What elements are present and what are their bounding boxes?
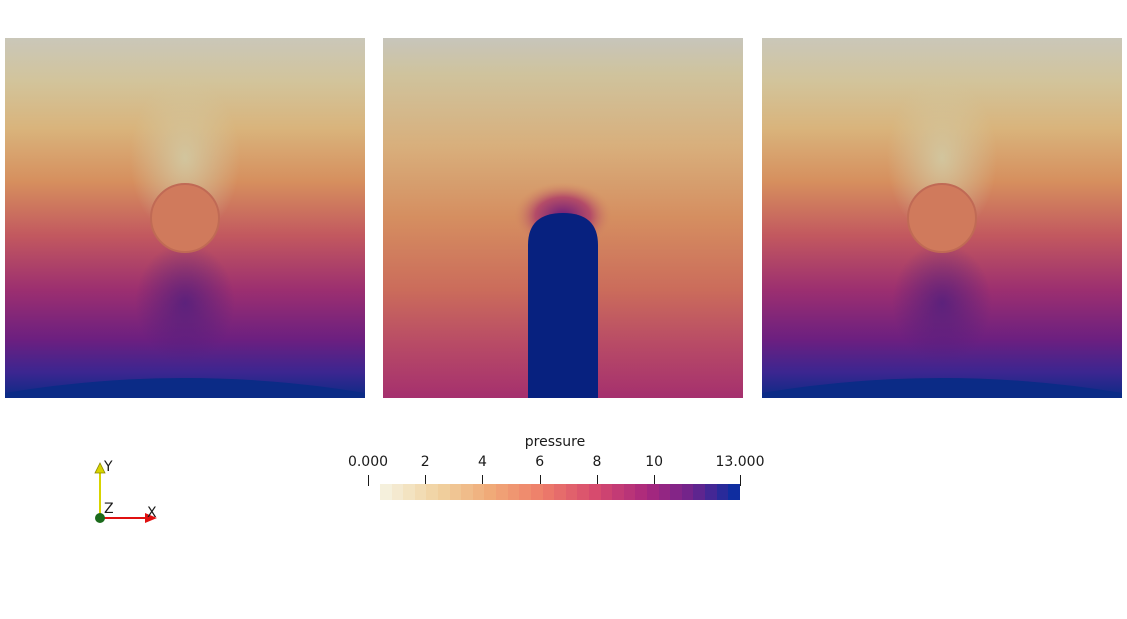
color-ramp-segment [635,484,647,500]
z-axis-label: Z [104,501,114,517]
color-ramp-segment [473,484,485,500]
color-ramp-segment [426,484,438,500]
y-axis-label: Y [104,459,113,475]
color-ramp-segment [717,484,729,500]
scalar-bar[interactable]: pressure 0.000 2 4 6 8 10 13.000 [330,432,790,512]
color-ramp-segment [450,484,462,500]
color-ramp-segment [543,484,555,500]
x-axis-label: X [147,505,157,521]
color-ramp-segment [693,484,705,500]
scalar-bar-tick [368,475,369,486]
scalar-bar-tick-label: 10 [645,454,663,470]
viewport-left[interactable] [5,38,365,398]
color-ramp-segment [728,484,740,500]
color-ramp-segment [705,484,717,500]
color-ramp-segment [682,484,694,500]
scalar-bar-tick-label: 6 [535,454,544,470]
color-ramp-segment [531,484,543,500]
color-ramp-segment [403,484,415,500]
scalar-bar-tick [740,475,741,486]
scalar-bar-tick-label: 4 [478,454,487,470]
color-ramp-segment [392,484,404,500]
color-ramp-segment [659,484,671,500]
color-ramp-segment [461,484,473,500]
color-ramp-segment [612,484,624,500]
obstacle-circle-right [908,184,976,252]
scalar-bar-tick-label: 13.000 [716,454,765,470]
viewport-middle[interactable] [383,38,743,398]
obstacle-circle-left [151,184,219,252]
color-ramp-segment [554,484,566,500]
color-ramp-segment [647,484,659,500]
obstacle-pillar [528,213,598,398]
color-ramp-segment [670,484,682,500]
color-ramp-segment [415,484,427,500]
color-ramp-segment [496,484,508,500]
color-ramp-segment [438,484,450,500]
color-ramp-segment [601,484,613,500]
color-ramp-segment [624,484,636,500]
color-ramp-segment [484,484,496,500]
color-ramp-segment [519,484,531,500]
viewport-right[interactable] [762,38,1122,398]
color-ramp-segment [577,484,589,500]
orientation-axes[interactable]: Y X Z [85,455,175,535]
scalar-bar-tick-label: 2 [421,454,430,470]
pressure-field-left [5,38,365,398]
color-ramp-segment [589,484,601,500]
color-ramp-segment [380,484,392,500]
pressure-field-middle [383,38,743,398]
color-ramp-segment [566,484,578,500]
axes-glyph [85,455,175,535]
scalar-bar-title: pressure [330,434,780,450]
scalar-bar-tick-label: 8 [592,454,601,470]
scalar-bar-tick-label: 0.000 [348,454,388,470]
color-ramp [380,484,740,500]
pressure-field-right [762,38,1122,398]
color-ramp-segment [508,484,520,500]
